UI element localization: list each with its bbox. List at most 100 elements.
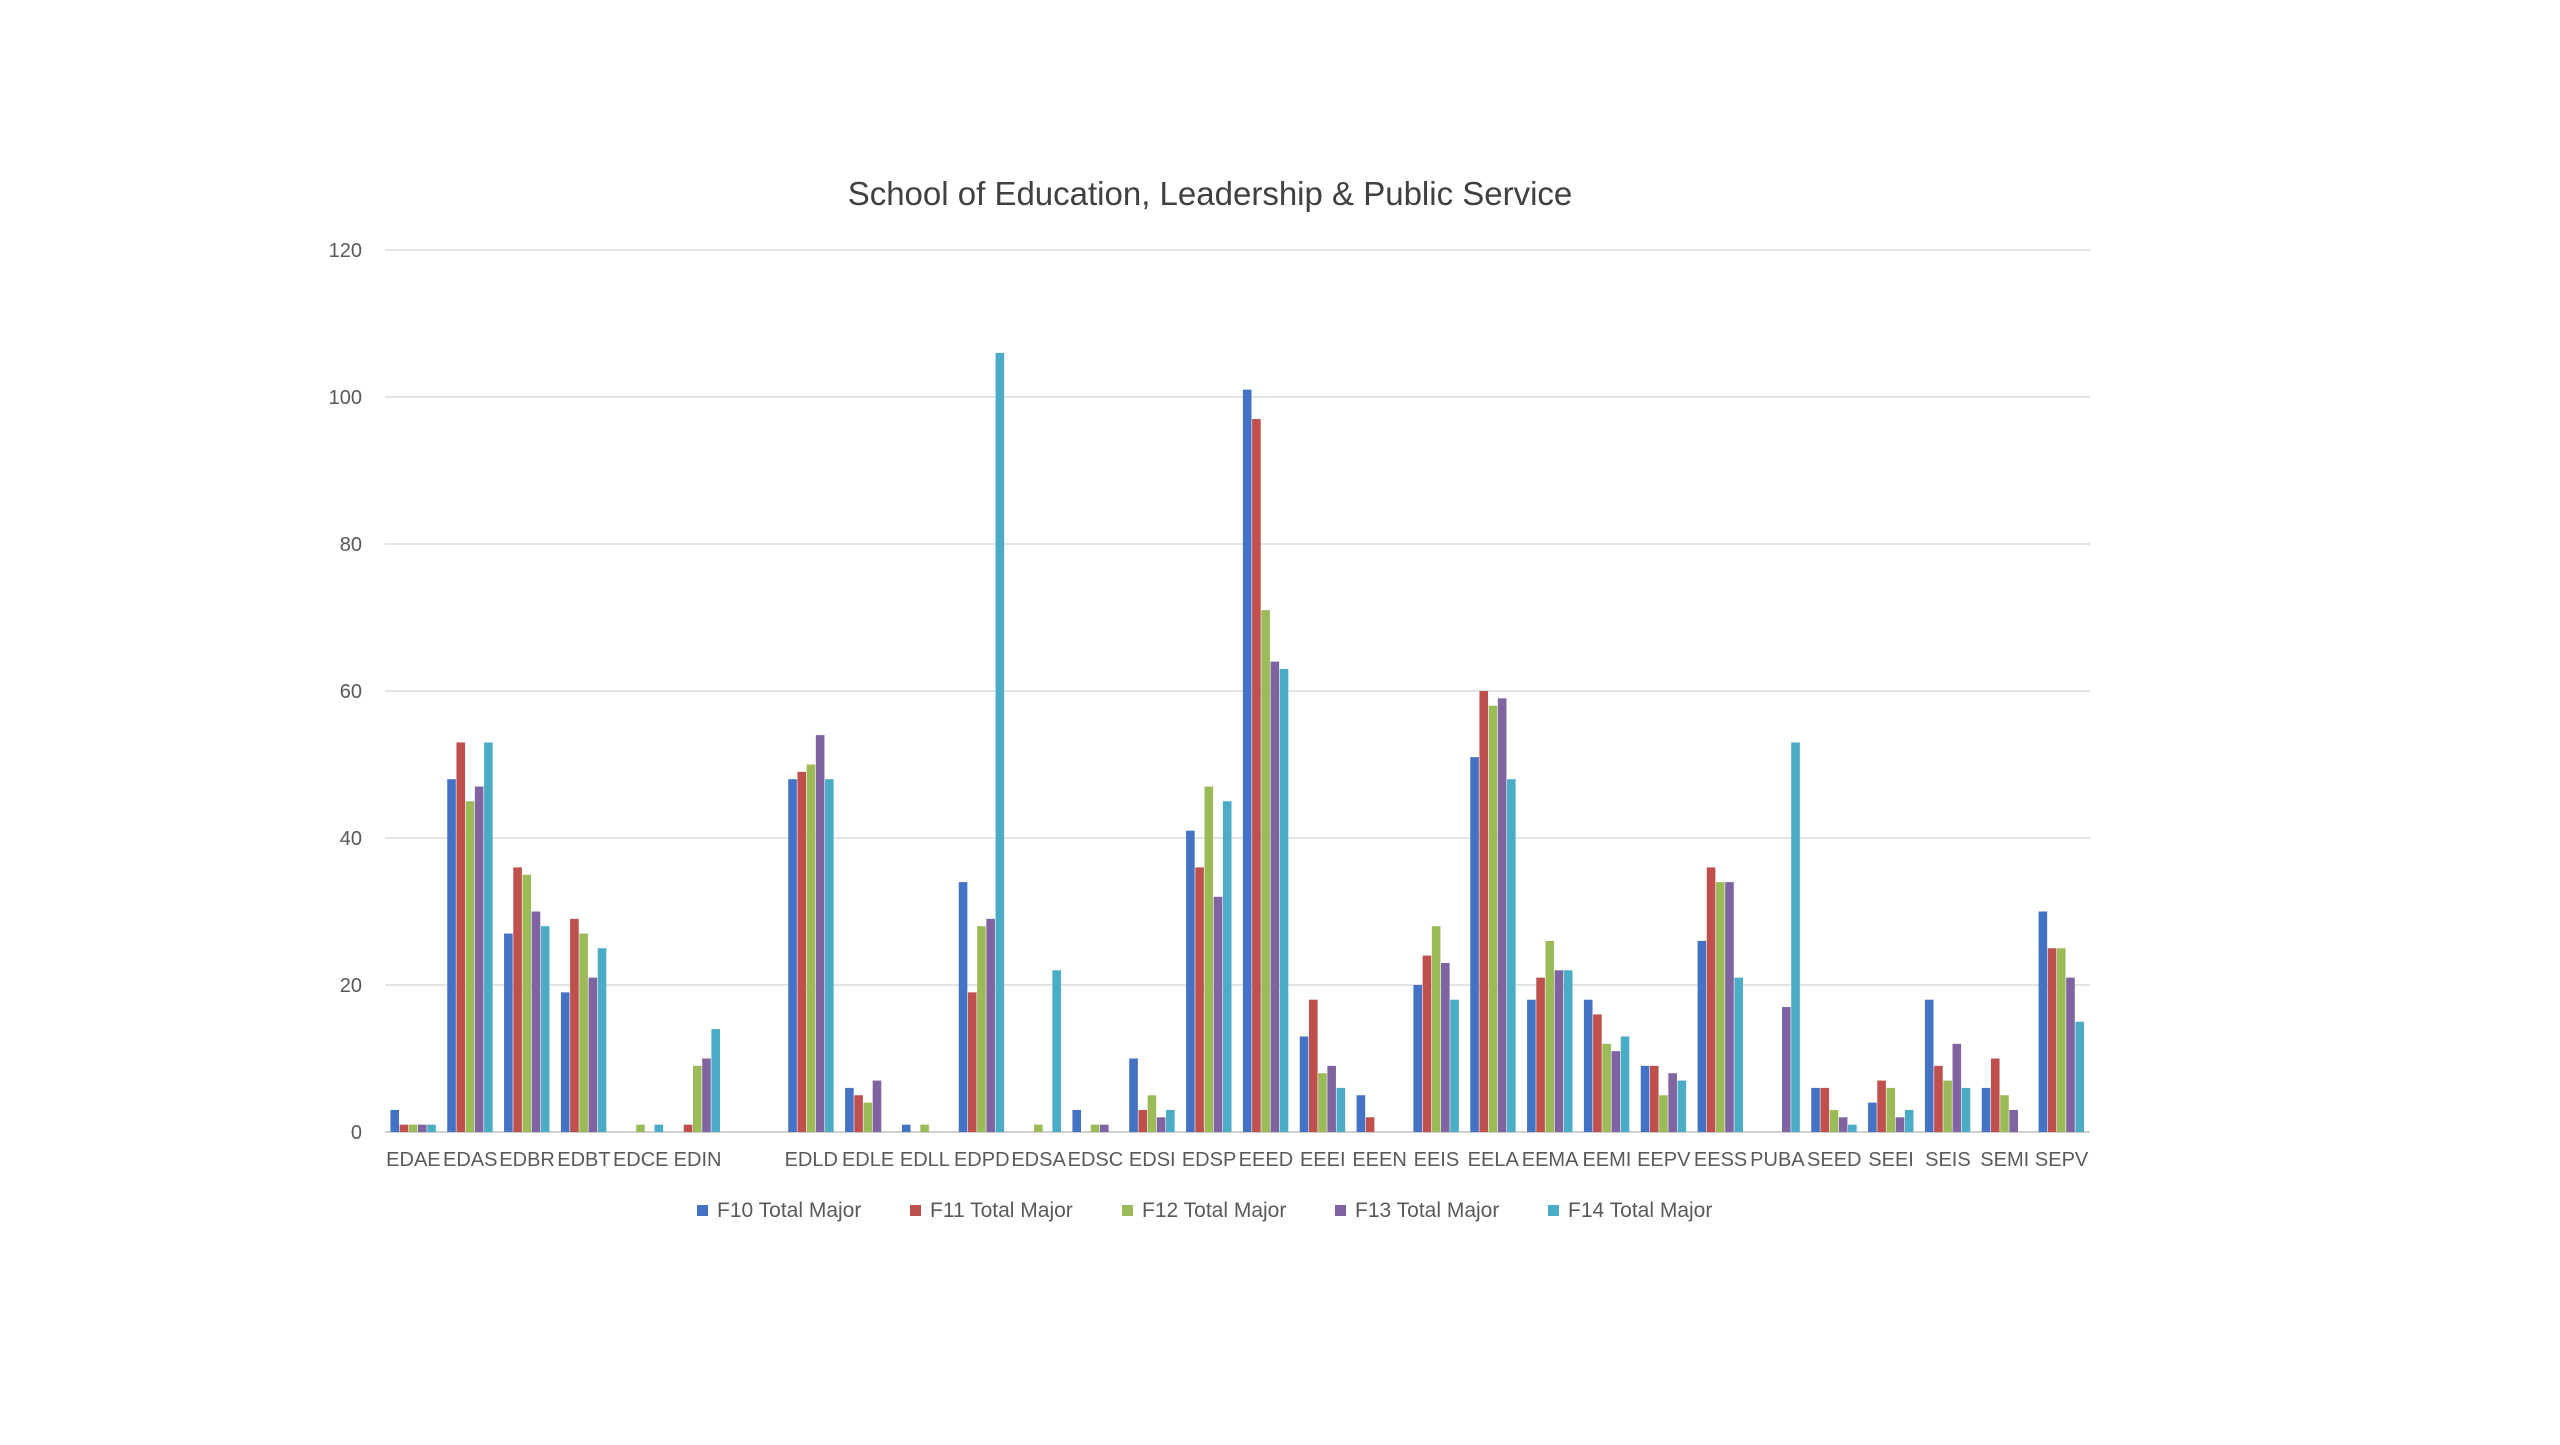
bar bbox=[797, 771, 807, 1132]
bar bbox=[1222, 801, 1232, 1132]
bar bbox=[863, 1102, 873, 1132]
bar bbox=[399, 1124, 409, 1132]
bar bbox=[560, 992, 570, 1132]
bar bbox=[1261, 610, 1270, 1132]
bar bbox=[1697, 940, 1707, 1132]
bar bbox=[1563, 970, 1573, 1132]
y-tick-label: 20 bbox=[340, 975, 362, 997]
x-tick-label: EEIS bbox=[1414, 1149, 1460, 1171]
bar bbox=[1659, 1095, 1668, 1132]
bar bbox=[2047, 948, 2057, 1132]
bar bbox=[1990, 1058, 2000, 1132]
y-tick-label: 60 bbox=[340, 681, 362, 703]
bar bbox=[1270, 661, 1280, 1132]
bar bbox=[390, 1109, 400, 1132]
x-tick-label: EEMI bbox=[1582, 1149, 1631, 1171]
bar bbox=[1829, 1109, 1839, 1132]
bar bbox=[788, 779, 797, 1132]
bar bbox=[1895, 1117, 1905, 1132]
bar bbox=[1100, 1124, 1109, 1132]
bar bbox=[1545, 940, 1555, 1132]
bar bbox=[1527, 999, 1536, 1132]
bars bbox=[390, 352, 2084, 1132]
x-tick-label: EDAS bbox=[443, 1149, 497, 1171]
bar bbox=[427, 1124, 436, 1132]
bar bbox=[1147, 1095, 1157, 1132]
x-tick-label: PUBA bbox=[1750, 1149, 1805, 1171]
x-tick-label: EEMA bbox=[1522, 1149, 1579, 1171]
x-axis-ticks: EDAE EDAS EDBR EDBT EDCE EDIN EDLD EDLE EDLL EDPD… bbox=[386, 1149, 2089, 1171]
y-tick-label: 0 bbox=[351, 1122, 362, 1144]
bar bbox=[1166, 1109, 1175, 1132]
chart-title: School of Education, Leadership & Public… bbox=[848, 175, 1573, 212]
legend-swatch bbox=[697, 1205, 708, 1216]
bar bbox=[540, 926, 550, 1132]
bar bbox=[418, 1124, 427, 1132]
bar bbox=[2009, 1109, 2018, 1132]
bar bbox=[1640, 1065, 1650, 1132]
bar bbox=[2066, 977, 2075, 1132]
bar bbox=[1186, 830, 1195, 1132]
bar bbox=[1052, 970, 1061, 1132]
x-tick-label: EDPD bbox=[954, 1149, 1010, 1171]
bar bbox=[1725, 882, 1734, 1132]
bar bbox=[1450, 999, 1459, 1132]
y-tick-label: 120 bbox=[329, 240, 362, 262]
bar bbox=[1156, 1117, 1166, 1132]
bar bbox=[845, 1087, 854, 1132]
y-tick-label: 100 bbox=[329, 387, 362, 409]
bar bbox=[1488, 705, 1498, 1132]
bar bbox=[825, 779, 834, 1132]
legend-label: F11 Total Major bbox=[930, 1199, 1073, 1222]
x-tick-label: EESS bbox=[1694, 1149, 1747, 1171]
bar bbox=[1593, 1014, 1602, 1132]
x-tick-label: EDSA bbox=[1011, 1149, 1066, 1171]
bar bbox=[408, 1124, 418, 1132]
bar bbox=[901, 1124, 911, 1132]
bar bbox=[1129, 1058, 1138, 1132]
legend: F10 Total Major F11 Total Major F12 Total … bbox=[697, 1199, 1712, 1222]
bar bbox=[683, 1124, 693, 1132]
bar bbox=[1195, 867, 1204, 1132]
legend-swatch bbox=[1335, 1205, 1346, 1216]
bar bbox=[1782, 1007, 1791, 1132]
bar bbox=[654, 1124, 664, 1132]
legend-label: F14 Total Major bbox=[1568, 1199, 1712, 1222]
bar bbox=[1715, 882, 1725, 1132]
x-tick-label: EELA bbox=[1468, 1149, 1520, 1171]
bar bbox=[1924, 999, 1934, 1132]
bar bbox=[636, 1124, 645, 1132]
bar bbox=[1072, 1109, 1082, 1132]
bar bbox=[1904, 1109, 1914, 1132]
bar bbox=[1431, 926, 1441, 1132]
bar bbox=[1413, 985, 1423, 1132]
bar bbox=[531, 911, 541, 1132]
bar bbox=[806, 764, 816, 1132]
bar bbox=[1138, 1109, 1148, 1132]
legend-label: F13 Total Major bbox=[1355, 1199, 1499, 1222]
bar bbox=[1848, 1124, 1857, 1132]
bar bbox=[1470, 757, 1479, 1132]
bar bbox=[1204, 786, 1214, 1132]
bar bbox=[588, 977, 598, 1132]
legend-label: F10 Total Major bbox=[717, 1199, 861, 1222]
bar bbox=[2056, 948, 2066, 1132]
bar bbox=[977, 926, 986, 1132]
bar bbox=[1242, 389, 1252, 1132]
bar bbox=[1554, 970, 1564, 1132]
bar bbox=[1441, 962, 1450, 1132]
bar bbox=[1252, 419, 1261, 1132]
x-tick-label: EDLE bbox=[842, 1149, 894, 1171]
bar bbox=[1649, 1065, 1659, 1132]
bar bbox=[1734, 977, 1743, 1132]
bar bbox=[986, 918, 995, 1132]
bar bbox=[872, 1080, 882, 1132]
bar bbox=[597, 948, 607, 1132]
bar bbox=[1961, 1087, 1971, 1132]
legend-label: F12 Total Major bbox=[1142, 1199, 1286, 1222]
bar bbox=[456, 742, 466, 1132]
x-tick-label: SEEI bbox=[1868, 1149, 1914, 1171]
bar bbox=[1356, 1095, 1366, 1132]
bar bbox=[1943, 1080, 1952, 1132]
